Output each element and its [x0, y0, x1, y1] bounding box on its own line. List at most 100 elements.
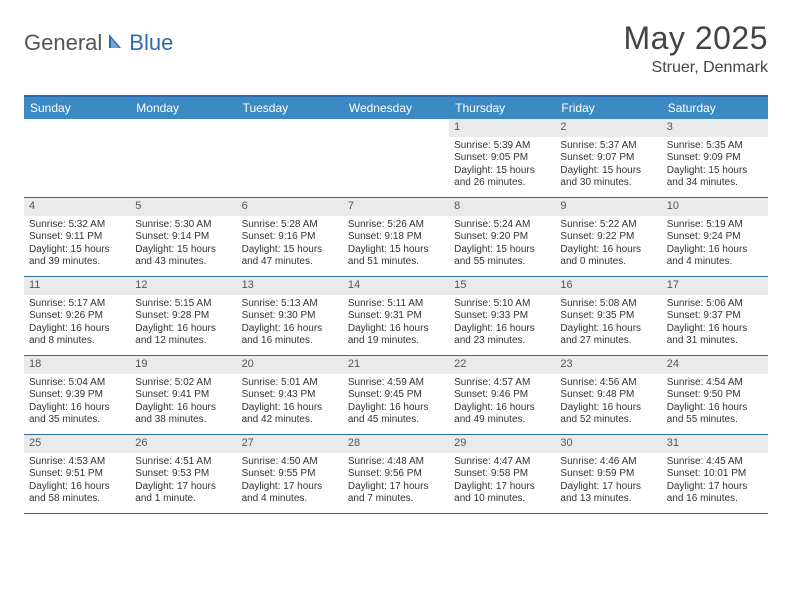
day-cell: 30Sunrise: 4:46 AMSunset: 9:59 PMDayligh…: [555, 435, 661, 513]
day-body: Sunrise: 4:56 AMSunset: 9:48 PMDaylight:…: [555, 374, 661, 432]
day-body: Sunrise: 5:24 AMSunset: 9:20 PMDaylight:…: [449, 216, 555, 274]
sunset-text: Sunset: 9:58 PM: [454, 468, 550, 481]
sunrise-text: Sunrise: 4:50 AM: [242, 456, 338, 469]
day-body: Sunrise: 5:32 AMSunset: 9:11 PMDaylight:…: [24, 216, 130, 274]
day-cell: 3Sunrise: 5:35 AMSunset: 9:09 PMDaylight…: [662, 119, 768, 197]
daylight-text: Daylight: 16 hours and 0 minutes.: [560, 244, 656, 269]
day-body: Sunrise: 5:37 AMSunset: 9:07 PMDaylight:…: [555, 137, 661, 195]
sunset-text: Sunset: 9:55 PM: [242, 468, 338, 481]
day-cell: 27Sunrise: 4:50 AMSunset: 9:55 PMDayligh…: [237, 435, 343, 513]
sunset-text: Sunset: 9:16 PM: [242, 231, 338, 244]
sunrise-text: Sunrise: 5:15 AM: [135, 298, 231, 311]
daylight-text: Daylight: 17 hours and 16 minutes.: [667, 481, 763, 506]
day-cell: 23Sunrise: 4:56 AMSunset: 9:48 PMDayligh…: [555, 356, 661, 434]
daylight-text: Daylight: 17 hours and 7 minutes.: [348, 481, 444, 506]
sunset-text: Sunset: 9:11 PM: [29, 231, 125, 244]
day-body: Sunrise: 4:46 AMSunset: 9:59 PMDaylight:…: [555, 453, 661, 511]
daylight-text: Daylight: 16 hours and 27 minutes.: [560, 323, 656, 348]
daylight-text: Daylight: 16 hours and 16 minutes.: [242, 323, 338, 348]
title-block: May 2025 Struer, Denmark: [623, 20, 768, 77]
sunset-text: Sunset: 9:05 PM: [454, 152, 550, 165]
sunrise-text: Sunrise: 4:46 AM: [560, 456, 656, 469]
sunset-text: Sunset: 9:33 PM: [454, 310, 550, 323]
sunset-text: Sunset: 9:45 PM: [348, 389, 444, 402]
day-cell: 5Sunrise: 5:30 AMSunset: 9:14 PMDaylight…: [130, 198, 236, 276]
daylight-text: Daylight: 16 hours and 38 minutes.: [135, 402, 231, 427]
day-number: 22: [449, 356, 555, 374]
sunset-text: Sunset: 9:09 PM: [667, 152, 763, 165]
dayhead-wed: Wednesday: [343, 97, 449, 119]
day-number: 8: [449, 198, 555, 216]
day-number: 17: [662, 277, 768, 295]
day-body: Sunrise: 5:35 AMSunset: 9:09 PMDaylight:…: [662, 137, 768, 195]
logo-word1: General: [24, 30, 102, 56]
day-body: Sunrise: 5:26 AMSunset: 9:18 PMDaylight:…: [343, 216, 449, 274]
day-body: Sunrise: 5:13 AMSunset: 9:30 PMDaylight:…: [237, 295, 343, 353]
sunrise-text: Sunrise: 5:08 AM: [560, 298, 656, 311]
day-cell: 15Sunrise: 5:10 AMSunset: 9:33 PMDayligh…: [449, 277, 555, 355]
day-cell: 2Sunrise: 5:37 AMSunset: 9:07 PMDaylight…: [555, 119, 661, 197]
sunrise-text: Sunrise: 4:48 AM: [348, 456, 444, 469]
day-cell: 22Sunrise: 4:57 AMSunset: 9:46 PMDayligh…: [449, 356, 555, 434]
sunset-text: Sunset: 9:46 PM: [454, 389, 550, 402]
sunset-text: Sunset: 9:48 PM: [560, 389, 656, 402]
sunset-text: Sunset: 9:20 PM: [454, 231, 550, 244]
sunset-text: Sunset: 10:01 PM: [667, 468, 763, 481]
week-row: 4Sunrise: 5:32 AMSunset: 9:11 PMDaylight…: [24, 198, 768, 277]
day-body: Sunrise: 5:15 AMSunset: 9:28 PMDaylight:…: [130, 295, 236, 353]
day-body: Sunrise: 5:22 AMSunset: 9:22 PMDaylight:…: [555, 216, 661, 274]
day-body: Sunrise: 4:50 AMSunset: 9:55 PMDaylight:…: [237, 453, 343, 511]
daylight-text: Daylight: 17 hours and 4 minutes.: [242, 481, 338, 506]
day-body: Sunrise: 4:51 AMSunset: 9:53 PMDaylight:…: [130, 453, 236, 511]
day-body: Sunrise: 4:48 AMSunset: 9:56 PMDaylight:…: [343, 453, 449, 511]
day-body: Sunrise: 4:57 AMSunset: 9:46 PMDaylight:…: [449, 374, 555, 432]
day-body: Sunrise: 5:06 AMSunset: 9:37 PMDaylight:…: [662, 295, 768, 353]
day-cell: 4Sunrise: 5:32 AMSunset: 9:11 PMDaylight…: [24, 198, 130, 276]
day-cell: 20Sunrise: 5:01 AMSunset: 9:43 PMDayligh…: [237, 356, 343, 434]
day-cell: 24Sunrise: 4:54 AMSunset: 9:50 PMDayligh…: [662, 356, 768, 434]
sunset-text: Sunset: 9:22 PM: [560, 231, 656, 244]
sunset-text: Sunset: 9:24 PM: [667, 231, 763, 244]
day-number: 29: [449, 435, 555, 453]
sunrise-text: Sunrise: 4:59 AM: [348, 377, 444, 390]
day-cell: 25Sunrise: 4:53 AMSunset: 9:51 PMDayligh…: [24, 435, 130, 513]
day-body: Sunrise: 5:17 AMSunset: 9:26 PMDaylight:…: [24, 295, 130, 353]
day-number: 23: [555, 356, 661, 374]
sunset-text: Sunset: 9:59 PM: [560, 468, 656, 481]
sunrise-text: Sunrise: 5:04 AM: [29, 377, 125, 390]
sunrise-text: Sunrise: 5:13 AM: [242, 298, 338, 311]
daylight-text: Daylight: 15 hours and 39 minutes.: [29, 244, 125, 269]
week-row: 18Sunrise: 5:04 AMSunset: 9:39 PMDayligh…: [24, 356, 768, 435]
day-body: Sunrise: 4:47 AMSunset: 9:58 PMDaylight:…: [449, 453, 555, 511]
sunset-text: Sunset: 9:26 PM: [29, 310, 125, 323]
daylight-text: Daylight: 16 hours and 35 minutes.: [29, 402, 125, 427]
daylight-text: Daylight: 15 hours and 34 minutes.: [667, 165, 763, 190]
day-number: 5: [130, 198, 236, 216]
sunset-text: Sunset: 9:51 PM: [29, 468, 125, 481]
sunrise-text: Sunrise: 5:39 AM: [454, 140, 550, 153]
day-body: Sunrise: 5:02 AMSunset: 9:41 PMDaylight:…: [130, 374, 236, 432]
day-number: 13: [237, 277, 343, 295]
day-cell: 29Sunrise: 4:47 AMSunset: 9:58 PMDayligh…: [449, 435, 555, 513]
day-number: 18: [24, 356, 130, 374]
sunrise-text: Sunrise: 5:10 AM: [454, 298, 550, 311]
sunset-text: Sunset: 9:28 PM: [135, 310, 231, 323]
logo: General Blue: [24, 20, 173, 56]
day-cell: 8Sunrise: 5:24 AMSunset: 9:20 PMDaylight…: [449, 198, 555, 276]
sunset-text: Sunset: 9:39 PM: [29, 389, 125, 402]
day-cell: 13Sunrise: 5:13 AMSunset: 9:30 PMDayligh…: [237, 277, 343, 355]
day-body: Sunrise: 5:19 AMSunset: 9:24 PMDaylight:…: [662, 216, 768, 274]
day-body: Sunrise: 4:54 AMSunset: 9:50 PMDaylight:…: [662, 374, 768, 432]
day-number: 31: [662, 435, 768, 453]
sunrise-text: Sunrise: 5:01 AM: [242, 377, 338, 390]
daylight-text: Daylight: 16 hours and 23 minutes.: [454, 323, 550, 348]
daylight-text: Daylight: 15 hours and 47 minutes.: [242, 244, 338, 269]
sunrise-text: Sunrise: 5:26 AM: [348, 219, 444, 232]
day-number: 25: [24, 435, 130, 453]
day-number: 10: [662, 198, 768, 216]
day-body: Sunrise: 5:11 AMSunset: 9:31 PMDaylight:…: [343, 295, 449, 353]
day-cell: 10Sunrise: 5:19 AMSunset: 9:24 PMDayligh…: [662, 198, 768, 276]
dayhead-sat: Saturday: [662, 97, 768, 119]
daylight-text: Daylight: 16 hours and 31 minutes.: [667, 323, 763, 348]
sunrise-text: Sunrise: 5:22 AM: [560, 219, 656, 232]
